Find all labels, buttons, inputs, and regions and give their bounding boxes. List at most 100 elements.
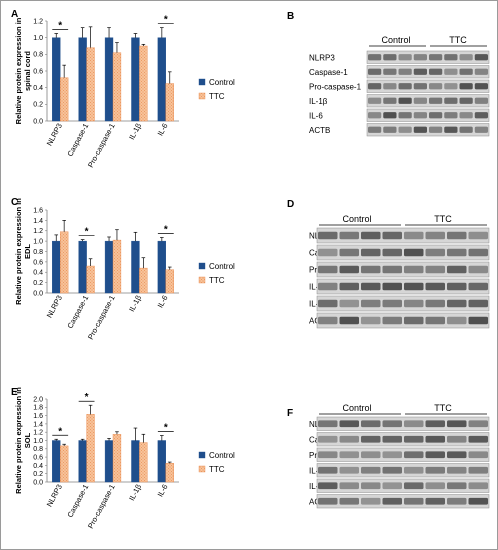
significance-star: * xyxy=(85,392,89,403)
blot-band xyxy=(447,299,467,308)
blot-band xyxy=(368,68,382,75)
y-tick-label: 0.0 xyxy=(33,479,43,486)
y-tick-label: 0.8 xyxy=(33,249,43,256)
x-category-label: NLRP3 xyxy=(45,483,64,509)
y-tick-label: 1.2 xyxy=(33,430,43,437)
blot-strip xyxy=(316,244,490,261)
blot-band xyxy=(339,299,359,308)
blot-strip xyxy=(366,94,490,108)
blot-band xyxy=(339,435,359,443)
blot-band xyxy=(382,420,402,428)
bar-ttc xyxy=(60,77,69,122)
blot-band xyxy=(383,112,397,119)
blot-band xyxy=(404,231,424,240)
blot-band xyxy=(444,83,458,90)
blot-band xyxy=(318,420,338,428)
bar-ttc xyxy=(165,269,174,294)
blot-group-label: TTC xyxy=(434,403,452,413)
blot-band xyxy=(429,83,443,90)
y-tick-label: 0.2 xyxy=(33,280,43,287)
y-tick-label: 1.6 xyxy=(33,207,43,214)
blot-strip xyxy=(316,416,490,431)
y-tick-label: 0.6 xyxy=(33,455,43,462)
blot-band xyxy=(425,282,445,291)
blot-band xyxy=(404,316,424,325)
y-tick-label: 0.2 xyxy=(33,102,43,109)
blot-band xyxy=(318,316,338,325)
y-tick-label: 1.2 xyxy=(33,18,43,25)
blot-band xyxy=(318,265,338,274)
blot-band xyxy=(339,265,359,274)
significance-star: * xyxy=(85,227,89,238)
blot-band xyxy=(382,248,402,257)
bar-ttc xyxy=(86,47,95,122)
y-tick-label: 1.2 xyxy=(33,228,43,235)
blot-band xyxy=(425,299,445,308)
blot-band xyxy=(398,54,412,61)
blot-band xyxy=(459,83,473,90)
blot-band xyxy=(468,466,488,474)
y-tick-label: 1.8 xyxy=(33,405,43,412)
blot-strip xyxy=(366,50,490,64)
blot-band xyxy=(318,451,338,459)
bar-ttc xyxy=(139,442,148,483)
legend-label: Control xyxy=(209,262,235,271)
blot-band xyxy=(459,112,473,119)
x-category-label: IL-6 xyxy=(156,122,170,138)
blot-band xyxy=(425,466,445,474)
legend-swatch xyxy=(198,92,206,100)
blot-band xyxy=(425,451,445,459)
y-tick-label: 1.4 xyxy=(33,218,43,225)
blot-band xyxy=(318,282,338,291)
bar-control xyxy=(52,240,61,294)
bar-ttc xyxy=(60,445,69,483)
x-category-label: IL-1β xyxy=(127,293,143,313)
blot-band xyxy=(429,126,443,133)
blot-band xyxy=(468,231,488,240)
blot-band xyxy=(368,126,382,133)
y-tick-label: 1.0 xyxy=(33,438,43,445)
blot-band xyxy=(444,54,458,61)
blot-band xyxy=(382,282,402,291)
blot-band xyxy=(447,231,467,240)
western-blot-b: B Control TTC NLRP3 Caspase-1 Pro-caspase-1 IL… xyxy=(287,11,490,137)
y-tick-label: 0.6 xyxy=(33,259,43,266)
blot-band xyxy=(474,126,488,133)
blot-band xyxy=(413,68,427,75)
y-tick-label: 1.6 xyxy=(33,413,43,420)
blot-band xyxy=(425,248,445,257)
blot-band xyxy=(447,316,467,325)
blot-band xyxy=(404,282,424,291)
y-tick-label: 0.0 xyxy=(33,118,43,125)
blot-band xyxy=(474,83,488,90)
blot-band xyxy=(361,248,381,257)
blot-band xyxy=(361,451,381,459)
blot-band xyxy=(444,126,458,133)
blot-band xyxy=(474,112,488,119)
significance-star: * xyxy=(164,15,168,26)
blot-group-label: TTC xyxy=(449,35,467,45)
blot-band xyxy=(444,97,458,104)
blot-strip xyxy=(316,227,490,244)
blot-band xyxy=(447,248,467,257)
bar-control xyxy=(78,37,87,122)
panel-letter: F xyxy=(287,408,293,419)
blot-band xyxy=(361,482,381,490)
blot-group-label: TTC xyxy=(434,214,452,224)
blot-strip xyxy=(316,447,490,462)
blot-band xyxy=(459,54,473,61)
blot-band xyxy=(425,265,445,274)
blot-band xyxy=(447,497,467,505)
blot-row-label: IL-6 xyxy=(309,300,323,309)
bar-control xyxy=(104,240,114,294)
bar-control xyxy=(52,37,61,122)
blot-band xyxy=(468,435,488,443)
x-category-label: NLRP3 xyxy=(45,122,64,148)
blot-strip xyxy=(366,65,490,79)
blot-band xyxy=(404,265,424,274)
blot-band xyxy=(468,451,488,459)
y-tick-label: 1.0 xyxy=(33,35,43,42)
blot-band xyxy=(429,68,443,75)
blot-band xyxy=(425,497,445,505)
blot-row-label: Pro-caspase-1 xyxy=(309,82,362,91)
